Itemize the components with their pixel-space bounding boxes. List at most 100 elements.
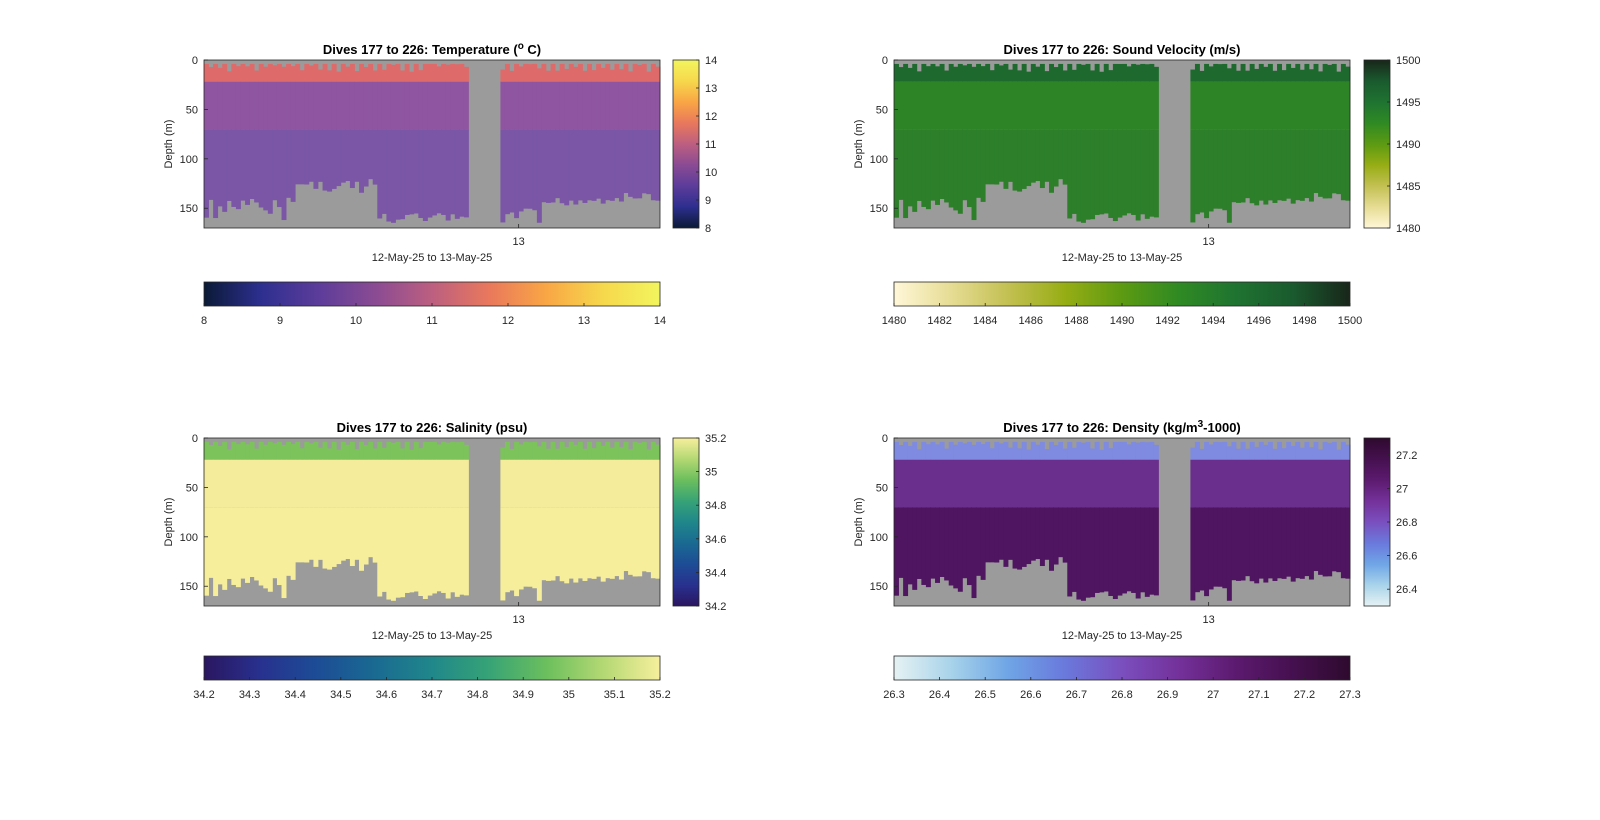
surface-layer: [213, 63, 219, 82]
surface-layer: [249, 441, 255, 460]
upper-layer: [1008, 459, 1013, 508]
surface-layer: [935, 66, 940, 82]
data-column: [980, 66, 986, 202]
data-column: [336, 449, 342, 565]
upper-layer: [1318, 81, 1324, 130]
upper-layer: [550, 81, 556, 130]
deep-layer: [976, 129, 982, 198]
surface-layer: [1003, 63, 1009, 82]
deep-layer: [390, 507, 396, 601]
data-column: [1272, 70, 1278, 203]
upper-layer: [989, 459, 995, 508]
deep-layer: [372, 129, 378, 185]
surface-layer: [445, 442, 451, 460]
upper-layer: [217, 459, 223, 508]
deep-layer: [600, 129, 606, 204]
deep-layer: [436, 507, 442, 592]
surface-layer: [921, 441, 927, 460]
data-column: [912, 63, 918, 212]
deep-layer: [1108, 129, 1114, 218]
colorbar-h-tick-label: 26.3: [883, 689, 904, 701]
surface-layer: [1112, 441, 1118, 460]
deep-layer: [432, 507, 437, 594]
surface-layer: [1135, 64, 1141, 82]
deep-layer: [989, 507, 995, 563]
upper-layer: [1240, 459, 1246, 508]
surface-layer: [953, 444, 959, 460]
upper-layer: [903, 81, 909, 130]
upper-layer: [1190, 81, 1196, 130]
surface-layer: [1336, 449, 1342, 460]
upper-layer: [1103, 459, 1109, 508]
deep-layer: [1126, 507, 1132, 592]
deep-layer: [1208, 129, 1214, 212]
data-column: [1039, 441, 1045, 567]
surface-layer: [1345, 444, 1351, 460]
data-column: [1277, 63, 1282, 201]
data-column: [1194, 441, 1200, 593]
data-column: [308, 443, 314, 560]
data-column: [372, 70, 378, 185]
surface-layer: [541, 441, 547, 460]
colorbar-tick-label: 34.6: [705, 534, 726, 546]
upper-layer: [623, 459, 629, 508]
deep-layer: [409, 507, 415, 593]
deep-layer: [1286, 129, 1292, 199]
deep-layer: [459, 129, 465, 217]
deep-layer: [1217, 129, 1223, 209]
data-column: [1003, 63, 1009, 189]
deep-layer: [1153, 129, 1159, 218]
deep-layer: [1290, 129, 1296, 204]
data-column: [894, 441, 899, 596]
data-column: [930, 441, 936, 579]
deep-layer: [1267, 129, 1273, 201]
surface-layer: [518, 444, 524, 460]
surface-layer: [514, 441, 520, 460]
chart-title: Dives 177 to 226: Temperature (o C): [323, 41, 541, 57]
data-column: [939, 441, 945, 577]
data-column: [441, 441, 447, 593]
data-column: [555, 70, 561, 199]
upper-layer: [349, 81, 355, 130]
upper-layer: [1240, 81, 1246, 130]
surface-layer: [1208, 66, 1214, 82]
deep-layer: [450, 129, 456, 215]
surface-layer: [226, 449, 232, 460]
upper-layer: [354, 459, 360, 508]
surface-layer: [422, 63, 428, 82]
axes-frame: [203, 59, 661, 229]
colorbar-h-tick-label: 8: [201, 315, 207, 327]
title-main: Dives 177 to 226: Salinity (psu): [337, 420, 528, 435]
deep-layer: [359, 507, 364, 571]
upper-layer: [1149, 459, 1155, 508]
surface-layer: [235, 66, 241, 82]
upper-layer: [650, 459, 656, 508]
upper-layer: [509, 459, 515, 508]
upper-layer: [980, 459, 986, 508]
surface-layer: [272, 65, 278, 82]
data-column: [1094, 63, 1100, 215]
surface-layer: [459, 63, 465, 82]
deep-layer: [1213, 129, 1219, 209]
upper-layer: [1153, 81, 1159, 130]
data-column: [1213, 441, 1219, 587]
surface-layer: [925, 66, 931, 82]
deep-layer: [258, 129, 264, 208]
upper-layer: [304, 81, 310, 130]
data-column: [404, 441, 410, 593]
surface-layer: [541, 63, 547, 82]
deep-layer: [1021, 129, 1027, 189]
data-column: [1108, 70, 1114, 218]
deep-layer: [655, 129, 661, 201]
deep-layer: [363, 507, 369, 565]
upper-layer: [226, 81, 232, 130]
colorbar-tick-label: 26.4: [1396, 584, 1417, 596]
deep-layer: [240, 129, 246, 201]
upper-layer: [240, 459, 246, 508]
title-suffix: -1000): [1203, 420, 1241, 435]
deep-layer: [445, 507, 451, 599]
surface-layer: [322, 63, 328, 82]
upper-layer: [400, 459, 406, 508]
surface-layer: [1272, 448, 1278, 460]
upper-layer: [541, 81, 547, 130]
